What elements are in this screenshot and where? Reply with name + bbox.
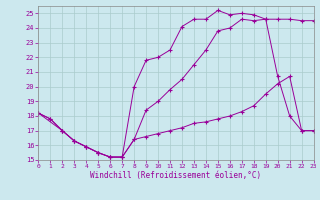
X-axis label: Windchill (Refroidissement éolien,°C): Windchill (Refroidissement éolien,°C) <box>91 171 261 180</box>
